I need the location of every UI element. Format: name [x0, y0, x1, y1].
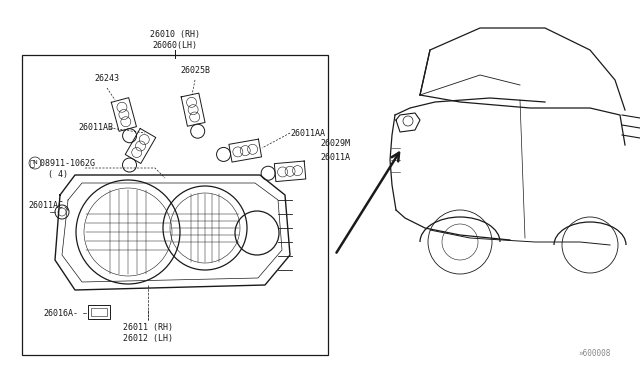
- Text: 26012 (LH): 26012 (LH): [123, 334, 173, 343]
- Bar: [88, 305, 110, 319]
- Text: 26060(LH): 26060(LH): [152, 41, 198, 50]
- Text: 26243: 26243: [95, 74, 120, 83]
- Text: 26011A: 26011A: [320, 154, 350, 163]
- Text: 26025B: 26025B: [180, 66, 210, 75]
- Text: 26011AC: 26011AC: [28, 201, 63, 209]
- Text: »600008: »600008: [578, 349, 611, 358]
- Text: 26011 (RH): 26011 (RH): [123, 323, 173, 332]
- Bar: [91, 308, 107, 316]
- Text: ( 4): ( 4): [48, 170, 68, 180]
- Text: N: N: [33, 160, 37, 166]
- Text: 26011AA: 26011AA: [290, 128, 325, 138]
- Text: 26011AB: 26011AB: [78, 124, 113, 132]
- Text: 26010 (RH): 26010 (RH): [150, 30, 200, 39]
- Text: 26029M: 26029M: [320, 138, 350, 148]
- Text: ⒩ 08911-1062G: ⒩ 08911-1062G: [30, 158, 95, 167]
- Text: 26016A-: 26016A-: [43, 308, 78, 317]
- Bar: [22, 55, 328, 355]
